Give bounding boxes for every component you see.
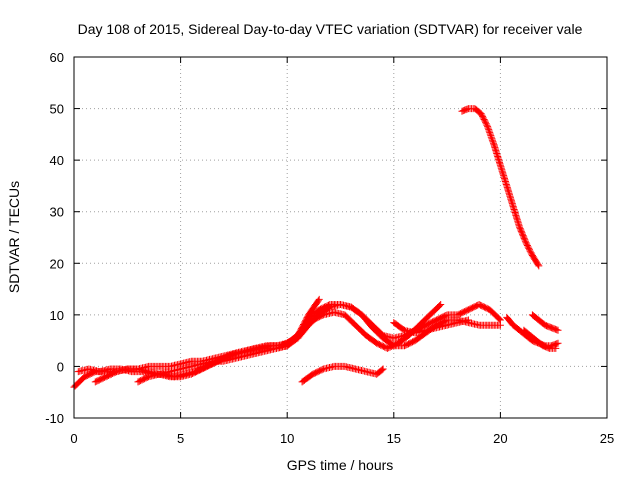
chart-title: Day 108 of 2015, Sidereal Day-to-day VTE…	[78, 21, 583, 37]
x-tick-label: 25	[600, 431, 614, 446]
data-marker-trace	[458, 105, 543, 270]
y-tick-label: 60	[50, 50, 64, 65]
data-marker-trace	[520, 326, 560, 352]
y-tick-label: 30	[50, 205, 64, 220]
y-tick-label: 0	[57, 359, 64, 374]
data-marker-trace	[298, 362, 387, 386]
data-marker-trace	[390, 316, 472, 337]
data-layer	[70, 105, 562, 391]
data-series	[390, 316, 472, 337]
data-marker-trace	[528, 311, 562, 334]
axis-ticks: 0 5 10 15 20 25 -10 0 10 20 30 40 50 60	[45, 50, 614, 446]
y-tick-label: 10	[50, 308, 64, 323]
y-tick-label: 40	[50, 153, 64, 168]
y-axis-label: SDTVAR / TECUs	[6, 181, 22, 293]
data-series	[520, 326, 560, 352]
data-series	[458, 105, 543, 270]
data-series	[528, 311, 562, 334]
data-series	[298, 362, 387, 386]
x-tick-label: 0	[70, 431, 77, 446]
x-tick-label: 10	[280, 431, 294, 446]
x-axis-label: GPS time / hours	[287, 457, 394, 473]
plot-frame	[73, 56, 608, 419]
y-tick-label: 20	[50, 256, 64, 271]
y-tick-label: -10	[45, 411, 64, 426]
y-tick-label: 50	[50, 102, 64, 117]
x-tick-label: 5	[177, 431, 184, 446]
x-tick-label: 20	[493, 431, 507, 446]
x-tick-label: 15	[387, 431, 401, 446]
